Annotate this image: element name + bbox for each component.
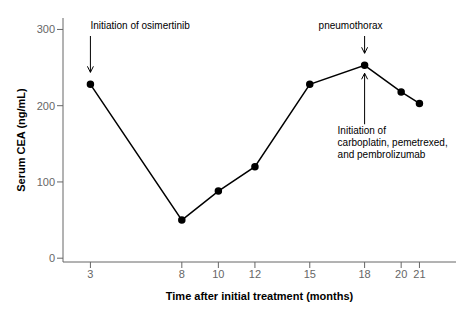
svg-text:Initiation ofcarboplatin, peme: Initiation ofcarboplatin, pemetrexed,and…: [338, 125, 448, 160]
svg-text:18: 18: [358, 268, 370, 280]
svg-text:Serum CEA (ng/mL): Serum CEA (ng/mL): [15, 88, 27, 192]
svg-text:12: 12: [249, 268, 261, 280]
svg-text:pneumothorax: pneumothorax: [319, 20, 383, 31]
svg-text:0: 0: [49, 252, 55, 264]
svg-text:Time after initial treatment (: Time after initial treatment (months): [166, 290, 354, 302]
svg-text:200: 200: [37, 100, 55, 112]
svg-text:3: 3: [87, 268, 93, 280]
svg-text:300: 300: [37, 23, 55, 35]
svg-text:8: 8: [179, 268, 185, 280]
svg-text:15: 15: [304, 268, 316, 280]
svg-text:10: 10: [212, 268, 224, 280]
svg-text:21: 21: [413, 268, 425, 280]
svg-text:100: 100: [37, 176, 55, 188]
svg-text:20: 20: [395, 268, 407, 280]
svg-text:Initiation of osimertinib: Initiation of osimertinib: [90, 20, 190, 31]
